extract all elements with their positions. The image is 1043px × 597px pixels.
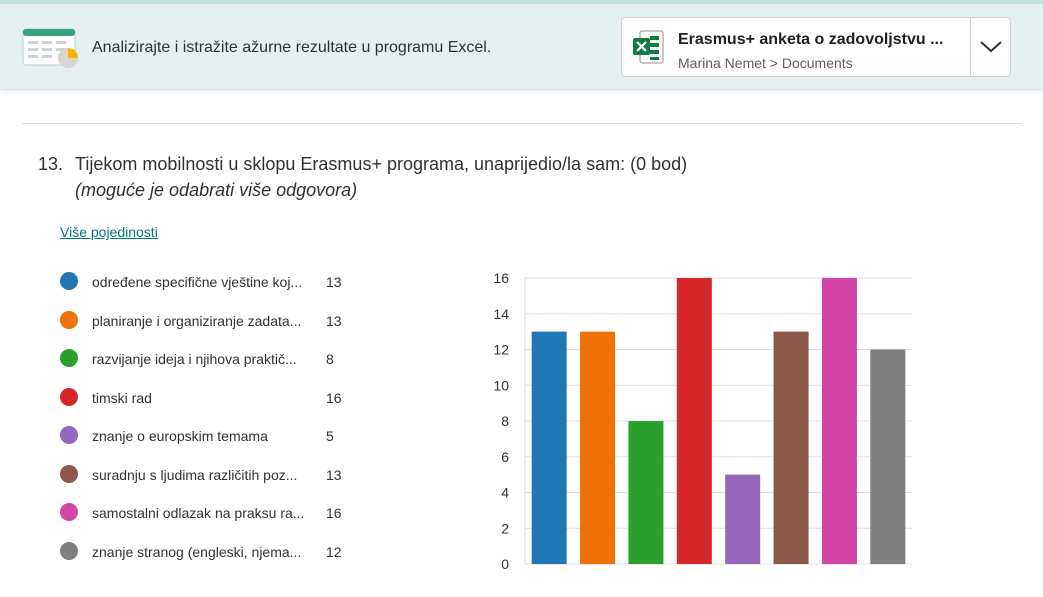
bar[interactable] (725, 474, 761, 564)
bar[interactable] (580, 331, 616, 564)
legend-item: znanje o europskim temama 5 (60, 416, 360, 455)
legend-color-dot (60, 349, 78, 367)
legend-count: 12 (326, 543, 342, 560)
y-tick-label: 8 (501, 413, 509, 429)
legend-count: 16 (326, 505, 342, 521)
bar[interactable] (870, 349, 906, 565)
legend-item: suradnju s ljudima različitih poz... 13 (60, 455, 360, 494)
legend-color-dot (60, 272, 78, 290)
file-path: Marina Nemet > Documents (678, 55, 853, 71)
bar[interactable] (531, 331, 567, 564)
question-title: Tijekom mobilnosti u sklopu Erasmus+ pro… (75, 154, 688, 174)
file-title[interactable]: Erasmus+ anketa o zadovoljstvu ... (678, 31, 944, 48)
bar[interactable] (821, 278, 857, 564)
response-bar-chart: 0 2 4 6 8 10 12 14 16 (493, 270, 912, 572)
bar[interactable] (676, 278, 712, 564)
y-tick-label: 10 (493, 377, 509, 393)
banner-message: Analizirajte i istražite ažurne rezultat… (92, 39, 492, 56)
legend-color-dot (60, 310, 78, 329)
excel-file-card[interactable]: Erasmus+ anketa o zadovoljstvu ... Marin… (621, 17, 1011, 77)
legend-count: 13 (326, 312, 342, 329)
legend-item: znanje stranog (engleski, njema... 12 (60, 532, 360, 571)
legend-count: 8 (326, 351, 334, 367)
legend-label: razvijanje ideja i njihova praktič... (92, 351, 297, 367)
legend-color-dot (60, 387, 78, 406)
y-tick-label: 0 (501, 556, 509, 572)
legend-item: planiranje i organiziranje zadata... 13 (60, 301, 360, 340)
legend-count: 13 (326, 274, 342, 290)
question-subtitle: (moguće je odabrati više odgovora) (75, 180, 358, 200)
legend-label: planiranje i organiziranje zadata... (92, 312, 302, 329)
y-tick-label: 16 (493, 270, 509, 286)
legend-label: suradnju s ljudima različitih poz... (92, 466, 298, 483)
bar[interactable] (773, 331, 809, 564)
spreadsheet-chart-icon (22, 28, 78, 68)
legend-color-dot (60, 426, 78, 444)
legend-count: 16 (326, 389, 342, 406)
legend-label: određene specifične vještine koj... (92, 274, 303, 290)
legend-count: 13 (326, 466, 342, 483)
chevron-down-icon (980, 41, 1002, 53)
section-divider (22, 123, 1022, 124)
answer-legend: određene specifične vještine koj... 13 p… (60, 262, 360, 570)
top-accent-line (0, 0, 1043, 4)
expand-file-button[interactable] (971, 18, 1010, 76)
file-card-divider (970, 18, 971, 76)
legend-count: 5 (326, 428, 334, 444)
legend-item: samostalni odlazak na praksu ra... 16 (60, 493, 360, 532)
y-tick-label: 2 (501, 520, 509, 536)
legend-label: samostalni odlazak na praksu ra... (92, 505, 305, 521)
more-details-link[interactable]: Više pojedinosti (60, 224, 158, 240)
legend-item: razvijanje ideja i njihova praktič... 8 (60, 339, 360, 378)
excel-banner: Analizirajte i istražite ažurne rezultat… (0, 4, 1043, 90)
legend-label: znanje o europskim temama (92, 428, 268, 444)
excel-icon (633, 30, 664, 64)
bar[interactable] (628, 421, 664, 564)
y-tick-label: 4 (501, 485, 509, 501)
legend-item: timski rad 16 (60, 378, 360, 417)
y-tick-label: 14 (493, 306, 509, 322)
legend-color-dot (60, 464, 78, 483)
legend-color-dot (60, 541, 78, 560)
legend-label: znanje stranog (engleski, njema... (92, 543, 302, 560)
legend-label: timski rad (92, 389, 152, 406)
legend-color-dot (60, 503, 78, 521)
legend-item: određene specifične vještine koj... 13 (60, 262, 360, 301)
question-number: 13. (38, 154, 64, 174)
y-tick-label: 6 (501, 449, 509, 465)
y-tick-label: 12 (493, 342, 509, 358)
